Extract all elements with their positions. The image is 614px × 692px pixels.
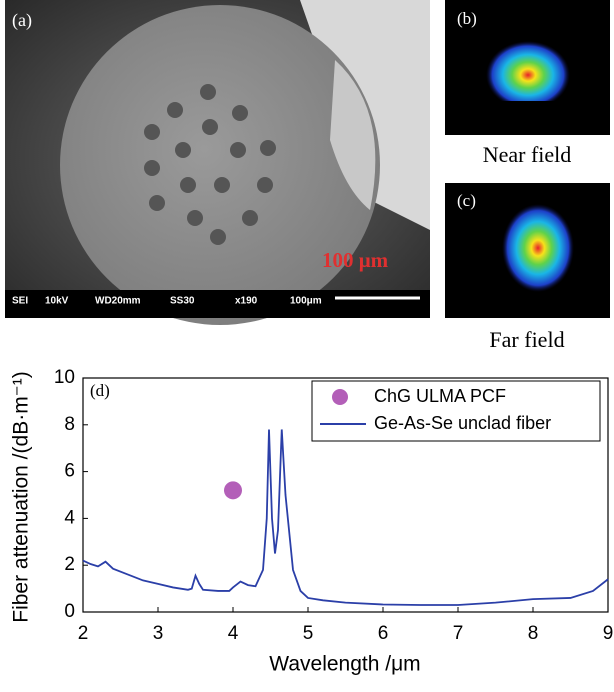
figure: (a) 100 μm SEI 10kV WD20mm SS30 x190 100… <box>0 0 614 687</box>
panel-caption: Near field <box>483 142 572 167</box>
x-tick-label: 2 <box>78 623 89 644</box>
sem-image: (a) 100 μm SEI 10kV WD20mm SS30 x190 100… <box>5 0 430 325</box>
page: {"panels": { "a": {"label": "(a)", "scal… <box>0 0 614 692</box>
fiber-face <box>60 5 380 325</box>
x-tick-label: 9 <box>603 623 614 644</box>
y-tick-label: 10 <box>54 367 75 388</box>
near-field-image: (b) <box>445 0 610 135</box>
data-line <box>83 429 608 604</box>
info-text: 100μm <box>290 296 322 307</box>
legend-label: Ge-As-Se unclad fiber <box>374 413 551 433</box>
data-point <box>224 481 242 499</box>
panel-label: (a) <box>12 10 32 31</box>
info-text: SEI <box>12 296 28 307</box>
x-tick-label: 5 <box>303 623 314 644</box>
y-tick-label: 2 <box>64 554 75 575</box>
far-field-image: (c) <box>445 183 610 318</box>
y-tick-label: 6 <box>64 461 75 482</box>
y-tick-label: 4 <box>64 507 75 528</box>
info-bar <box>5 290 430 318</box>
panel-caption: Far field <box>489 327 564 352</box>
legend-symbol <box>332 389 348 405</box>
panel-label: (b) <box>457 9 477 28</box>
x-tick-label: 8 <box>528 623 539 644</box>
info-text: SS30 <box>170 296 195 307</box>
x-tick-label: 7 <box>453 623 464 644</box>
mode-profile <box>502 204 574 292</box>
info-text: x190 <box>235 296 258 307</box>
scale-label: 100 μm <box>322 248 389 272</box>
mode-profile <box>486 41 570 109</box>
y-tick-label: 0 <box>64 601 75 622</box>
panel-label: (c) <box>457 191 476 210</box>
x-tick-label: 4 <box>228 623 239 644</box>
info-text: 10kV <box>45 296 69 307</box>
info-text: WD20mm <box>95 296 141 307</box>
y-axis-label: Fiber attenuation /(dB·m⁻¹) <box>10 371 33 623</box>
x-tick-label: 6 <box>378 623 389 644</box>
x-axis-label: Wavelength /μm <box>269 653 420 676</box>
panel-label: (d) <box>90 381 110 400</box>
legend-label: ChG ULMA PCF <box>374 386 506 406</box>
mode-cutoff <box>470 101 590 135</box>
x-tick-label: 3 <box>153 623 164 644</box>
y-tick-label: 8 <box>64 414 75 435</box>
